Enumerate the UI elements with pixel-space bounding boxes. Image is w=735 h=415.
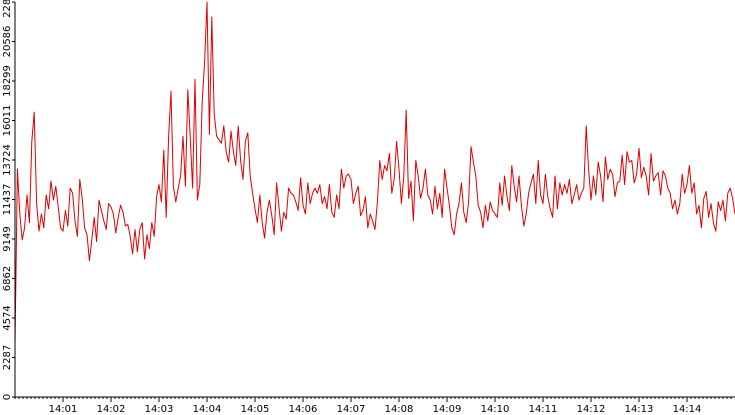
y-tick-label: 4574 bbox=[2, 305, 13, 330]
x-tick-label: 14:12 bbox=[577, 404, 606, 415]
x-tick-label: 14:13 bbox=[625, 404, 654, 415]
x-tick-label: 14:02 bbox=[97, 404, 126, 415]
y-tick-label: 6862 bbox=[2, 266, 13, 291]
x-axis: 14:01 14:02 14:03 14:04 14:05 14:06 14:07 14:08… bbox=[14, 396, 735, 415]
x-tick-label: 14:04 bbox=[193, 404, 222, 415]
y-tick-label: 16011 bbox=[2, 105, 13, 137]
y-tick-label: 9149 bbox=[2, 226, 13, 251]
y-tick-label: 0 bbox=[2, 394, 13, 400]
x-tick-label: 14:08 bbox=[385, 404, 414, 415]
x-tick-label: 14:14 bbox=[673, 404, 702, 415]
x-tick-label: 14:11 bbox=[529, 404, 558, 415]
y-tick-label: 20586 bbox=[2, 26, 13, 58]
y-axis: 0 2287 4574 6862 9149 11437 13724 16011 18299 205… bbox=[2, 0, 16, 400]
x-tick-label: 14:09 bbox=[433, 404, 462, 415]
x-tick-label: 14:03 bbox=[145, 404, 174, 415]
y-tick-label: 2287 bbox=[2, 345, 13, 370]
x-tick-label: 14:07 bbox=[337, 404, 366, 415]
x-tick-label: 14:06 bbox=[289, 404, 318, 415]
x-tick-label: 14:10 bbox=[481, 404, 510, 415]
series-line-0 bbox=[14, 1, 735, 346]
y-tick-label: 18299 bbox=[2, 65, 13, 97]
x-tick-label: 14:01 bbox=[49, 404, 78, 415]
y-tick-label: 13724 bbox=[2, 144, 13, 176]
y-tick-label: 22874 bbox=[2, 0, 13, 18]
series-line-group bbox=[14, 1, 735, 346]
y-tick-label: 11437 bbox=[2, 184, 13, 216]
x-tick-label: 14:05 bbox=[241, 404, 270, 415]
